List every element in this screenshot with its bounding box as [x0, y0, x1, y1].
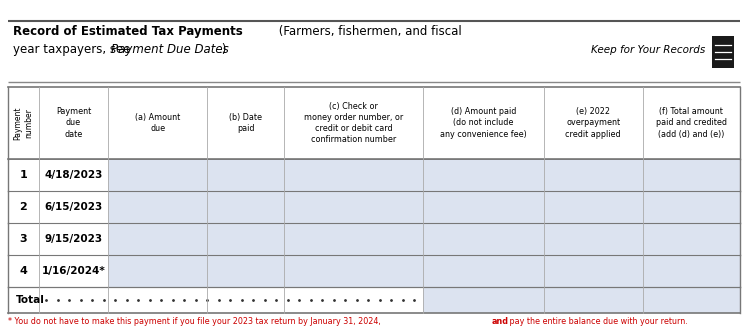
Text: (b) Date
paid: (b) Date paid [229, 113, 262, 133]
Text: 9/15/2023: 9/15/2023 [44, 234, 102, 244]
Text: (d) Amount paid
(do not include
any convenience fee): (d) Amount paid (do not include any conv… [440, 107, 527, 139]
Text: Total: Total [16, 295, 45, 305]
Text: 1: 1 [19, 169, 27, 180]
Text: (Farmers, fishermen, and fiscal: (Farmers, fishermen, and fiscal [275, 25, 462, 38]
Text: 3: 3 [19, 234, 27, 244]
Text: pay the entire balance due with your return.: pay the entire balance due with your ret… [507, 317, 688, 326]
Text: 6/15/2023: 6/15/2023 [44, 202, 102, 212]
Text: and: and [491, 317, 509, 326]
Text: Keep for Your Records: Keep for Your Records [591, 45, 705, 55]
Text: * You do not have to make this payment if you file your 2023 tax return by Janua: * You do not have to make this payment i… [8, 317, 383, 326]
Text: (e) 2022
overpayment
credit applied: (e) 2022 overpayment credit applied [565, 107, 621, 139]
Text: (a) Amount
due: (a) Amount due [135, 113, 180, 133]
Bar [8, 159, 108, 191]
Text: 2: 2 [19, 202, 27, 212]
Text: 4: 4 [19, 266, 28, 276]
Bar [8, 255, 108, 287]
Bar [108, 255, 740, 287]
Text: .): .) [219, 43, 227, 56]
Bar [108, 223, 740, 255]
Text: 4/18/2023: 4/18/2023 [44, 169, 102, 180]
Bar [8, 87, 740, 159]
Bar [8, 191, 108, 223]
Bar [423, 287, 740, 313]
Text: year taxpayers, see: year taxpayers, see [13, 43, 134, 56]
Text: 1/16/2024*: 1/16/2024* [42, 266, 105, 276]
Text: Payment
due
date: Payment due date [56, 107, 91, 139]
Bar [108, 159, 740, 191]
Bar [712, 36, 734, 68]
Text: (f) Total amount
paid and credited
(add (d) and (e)): (f) Total amount paid and credited (add … [656, 107, 727, 139]
Text: Payment Due Dates: Payment Due Dates [111, 43, 229, 56]
Bar [8, 287, 423, 313]
Bar [108, 191, 740, 223]
Text: (c) Check or
money order number, or
credit or debit card
confirmation number: (c) Check or money order number, or cred… [304, 102, 403, 144]
Text: Payment
number: Payment number [13, 106, 33, 140]
Text: Record of Estimated Tax Payments: Record of Estimated Tax Payments [13, 25, 243, 38]
Bar [8, 223, 108, 255]
